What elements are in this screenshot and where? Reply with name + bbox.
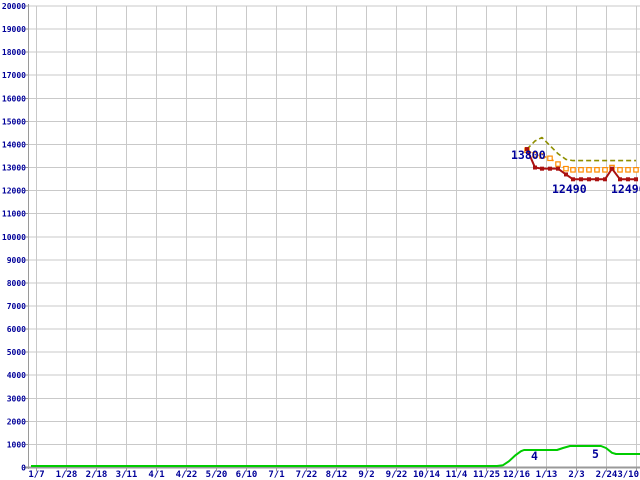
series-red-solid-marker — [595, 177, 599, 182]
series-orange-dashed-marker — [547, 155, 553, 162]
x-tick-label: 7/1 — [268, 470, 284, 480]
x-tick-label: 3/10 — [617, 470, 639, 480]
series-orange-dashed-marker — [586, 167, 592, 173]
series-orange-dashed-marker — [570, 167, 576, 173]
x-tick-label: 2/18 — [86, 470, 108, 480]
series-red-solid-marker — [571, 177, 575, 182]
x-tick-label: 6/10 — [236, 470, 258, 480]
x-tick-label: 8/12 — [326, 470, 348, 480]
y-tick-label: 3000 — [7, 394, 26, 403]
y-tick-label: 8000 — [7, 279, 26, 288]
series-red-solid-marker — [618, 177, 622, 182]
x-tick-label: 11/4 — [446, 470, 468, 480]
series-orange-dashed-marker — [625, 167, 631, 173]
value-label: 5 — [592, 447, 599, 461]
value-label: 12490 — [611, 182, 640, 196]
series-red-solid-marker — [610, 166, 614, 171]
x-tick-label: 10/14 — [413, 470, 441, 480]
x-tick-label: 1/13 — [536, 470, 558, 480]
series-red-solid-marker — [540, 166, 544, 171]
series-red-solid-marker — [579, 177, 583, 182]
y-tick-label: 1000 — [7, 440, 26, 449]
x-tick-label: 3/11 — [116, 470, 138, 480]
y-tick-label: 4000 — [7, 371, 26, 380]
value-label: 4 — [531, 449, 538, 463]
series-orange-dashed-marker — [563, 165, 569, 172]
y-tick-label: 17000 — [2, 71, 26, 80]
y-tick-label: 19000 — [2, 25, 26, 34]
x-tick-label: 9/22 — [386, 470, 408, 480]
x-tick-label: 9/2 — [358, 470, 374, 480]
y-tick-label: 20000 — [2, 2, 26, 11]
series-red-solid-marker — [556, 166, 560, 171]
y-tick-label: 0 — [21, 464, 26, 473]
x-tick-label: 7/22 — [296, 470, 318, 480]
series-orange-dashed-marker — [594, 167, 600, 173]
y-tick-label: 18000 — [2, 48, 26, 57]
series-orange-dashed-marker — [602, 167, 608, 173]
series-red-solid-marker — [603, 177, 607, 182]
x-tick-label: 2/3 — [568, 470, 584, 480]
series-red-solid-marker — [525, 147, 529, 152]
series-orange-dashed-marker — [555, 161, 561, 167]
y-tick-label: 6000 — [7, 325, 26, 334]
x-tick-label: 12/16 — [503, 470, 530, 480]
x-tick-label: 5/20 — [206, 470, 228, 480]
x-tick-label: 2/24 — [596, 470, 618, 480]
value-label: 12490 — [552, 182, 587, 196]
series-red-solid-marker — [626, 177, 630, 182]
value-label: 13800 — [511, 148, 546, 162]
series-red-solid-marker — [548, 166, 552, 171]
y-tick-label: 15000 — [2, 117, 26, 126]
series-orange-dashed-marker — [617, 167, 623, 173]
y-tick-label: 10000 — [2, 233, 26, 242]
series-olive-dashed-line — [526, 136, 636, 162]
series-red-solid-marker — [587, 177, 591, 182]
y-tick-label: 11000 — [2, 210, 26, 219]
y-tick-label: 16000 — [2, 94, 26, 103]
y-tick-label: 5000 — [7, 348, 26, 357]
y-tick-label: 2000 — [7, 417, 26, 426]
series-orange-dashed-marker — [578, 167, 584, 173]
series-green-count-line — [31, 445, 640, 467]
series-red-solid-marker — [564, 172, 568, 177]
series-orange-dashed-marker — [532, 152, 538, 158]
y-tick-label: 12000 — [2, 187, 26, 196]
y-tick-label: 13000 — [2, 164, 26, 173]
series-orange-dashed-marker — [539, 153, 545, 159]
x-tick-label: 4/1 — [148, 470, 164, 480]
x-tick-label: 11/25 — [473, 470, 500, 480]
series-red-solid-marker — [533, 165, 537, 170]
y-tick-label: 9000 — [7, 256, 26, 265]
series-orange-dashed-marker — [633, 167, 639, 173]
y-tick-label: 14000 — [2, 140, 26, 149]
y-tick-label: 7000 — [7, 302, 26, 311]
series-red-solid-marker — [634, 177, 638, 182]
x-tick-label: 1/7 — [28, 470, 44, 480]
x-tick-label: 1/28 — [56, 470, 78, 480]
x-tick-label: 4/22 — [176, 470, 198, 480]
